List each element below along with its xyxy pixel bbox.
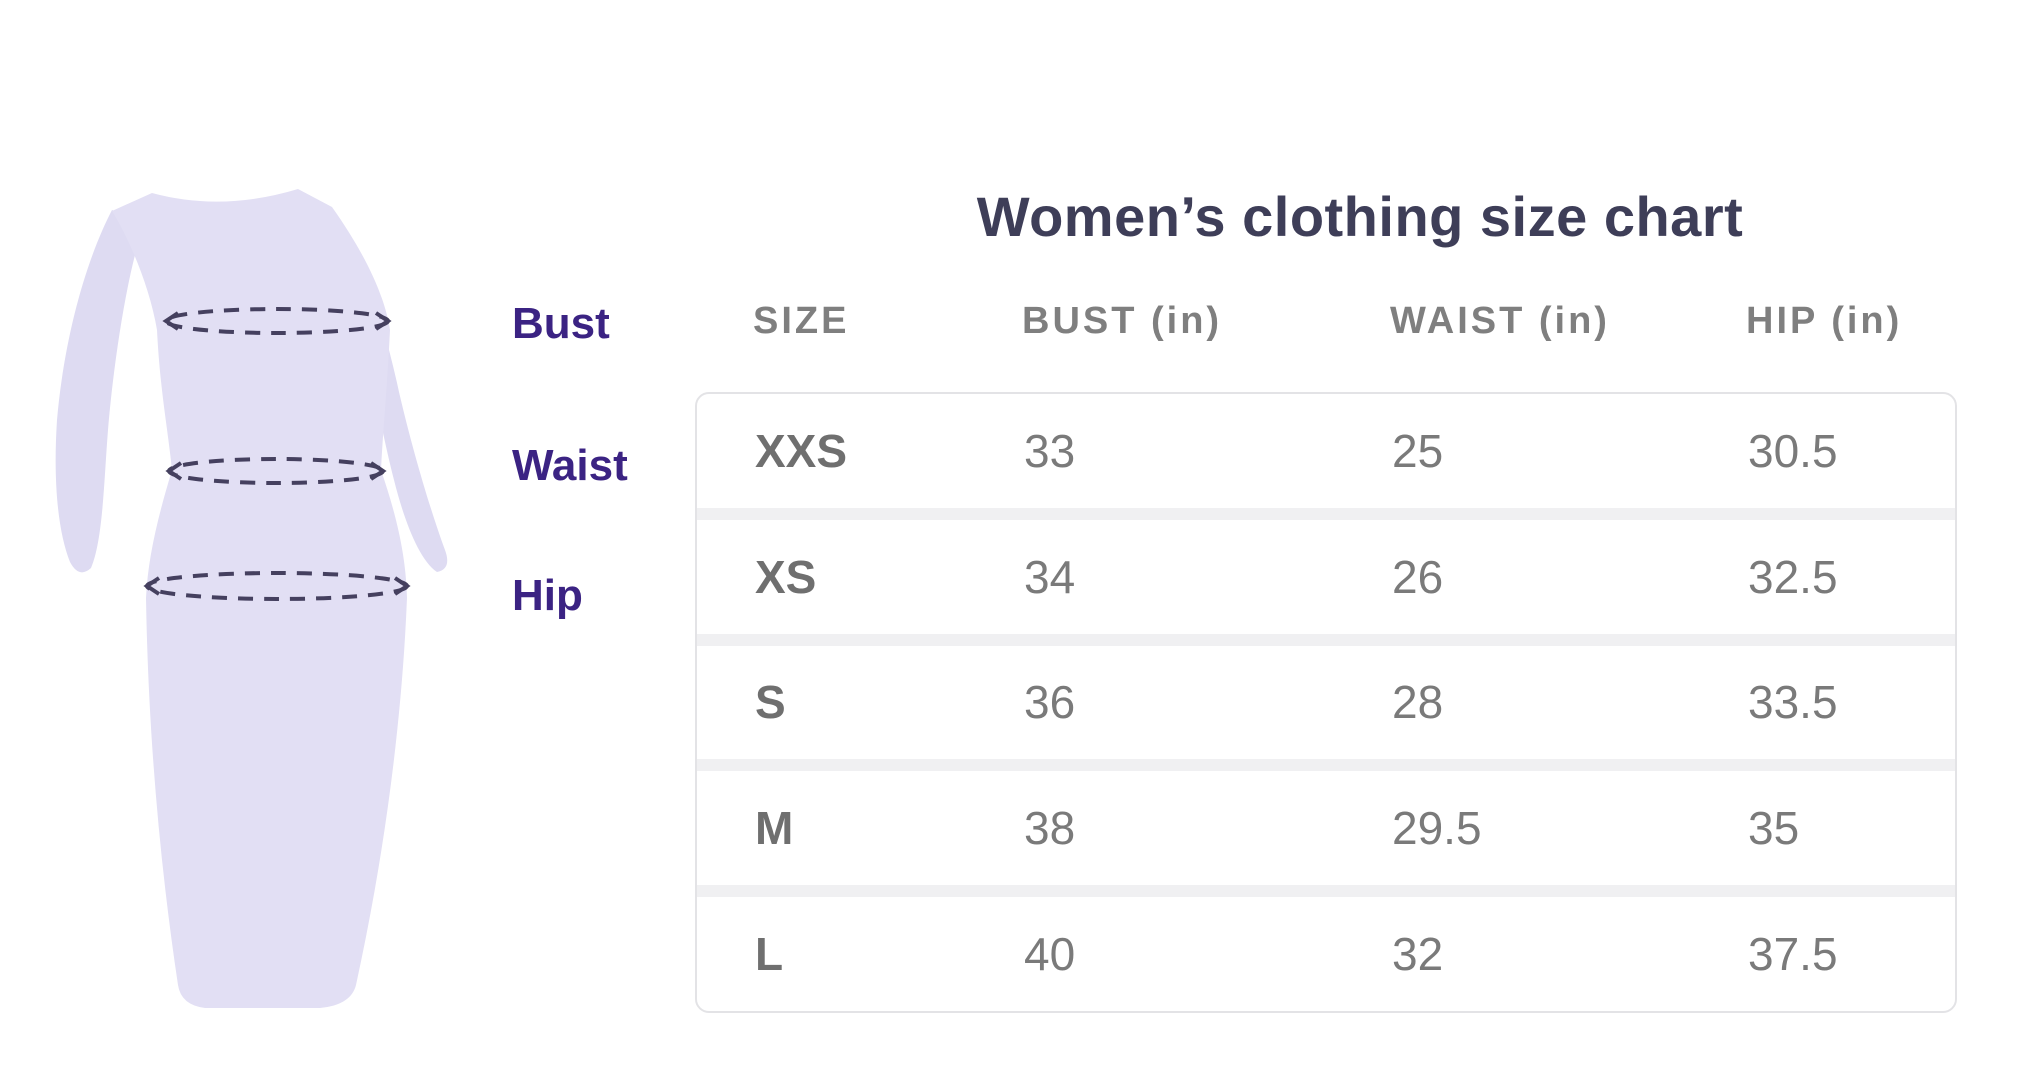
size-cell: XS [755,550,817,603]
table-row: S 36 28 33.5 [697,645,1955,760]
table-row: M 38 29.5 35 [697,771,1955,886]
dress-body [112,189,407,1008]
value-cell: 32 [1392,928,1444,981]
dress-illustration [55,189,448,1008]
column-header-waist-in: WAIST (in) [1390,300,1610,342]
value-cell: 25 [1392,424,1444,477]
waist-label: Waist [512,441,628,490]
column-header-hip-in: HIP (in) [1746,300,1903,342]
value-cell: 32.5 [1748,550,1838,603]
size-cell: M [755,802,794,855]
dress-left-sleeve [55,210,142,573]
value-cell: 36 [1024,676,1076,729]
value-cell: 33.5 [1748,676,1838,729]
page-title: Women’s clothing size chart [976,184,1744,248]
value-cell: 33 [1024,424,1076,477]
size-table-body: XXS 33 25 30.5 XS 34 26 32.5 S 36 28 33.5 M 38 29.5 35 L… [695,392,1957,1013]
waist-measure-ellipse [165,457,387,485]
hip-measure-ellipse [143,571,411,601]
size-cell: L [755,928,784,981]
size-cell: S [755,676,786,729]
bust-measure-ellipse [162,307,392,335]
value-cell: 30.5 [1748,424,1838,477]
value-cell: 35 [1748,802,1800,855]
value-cell: 37.5 [1748,928,1838,981]
table-row: XXS 33 25 30.5 [697,394,1955,508]
column-header-bust-in: BUST (in) [1022,300,1223,342]
table-row: L 40 32 37.5 [697,897,1955,1011]
value-cell: 38 [1024,802,1076,855]
size-cell: XXS [755,424,848,477]
size-table-header: SIZE BUST (in) WAIST (in) HIP (in) [695,300,1957,343]
value-cell: 40 [1024,928,1076,981]
value-cell: 34 [1024,550,1076,603]
value-cell: 28 [1392,676,1444,729]
value-cell: 29.5 [1392,802,1482,855]
table-row: XS 34 26 32.5 [697,519,1955,634]
hip-label: Hip [512,571,583,620]
value-cell: 26 [1392,550,1444,603]
bust-label: Bust [512,299,610,348]
column-header-size: SIZE [753,300,850,342]
